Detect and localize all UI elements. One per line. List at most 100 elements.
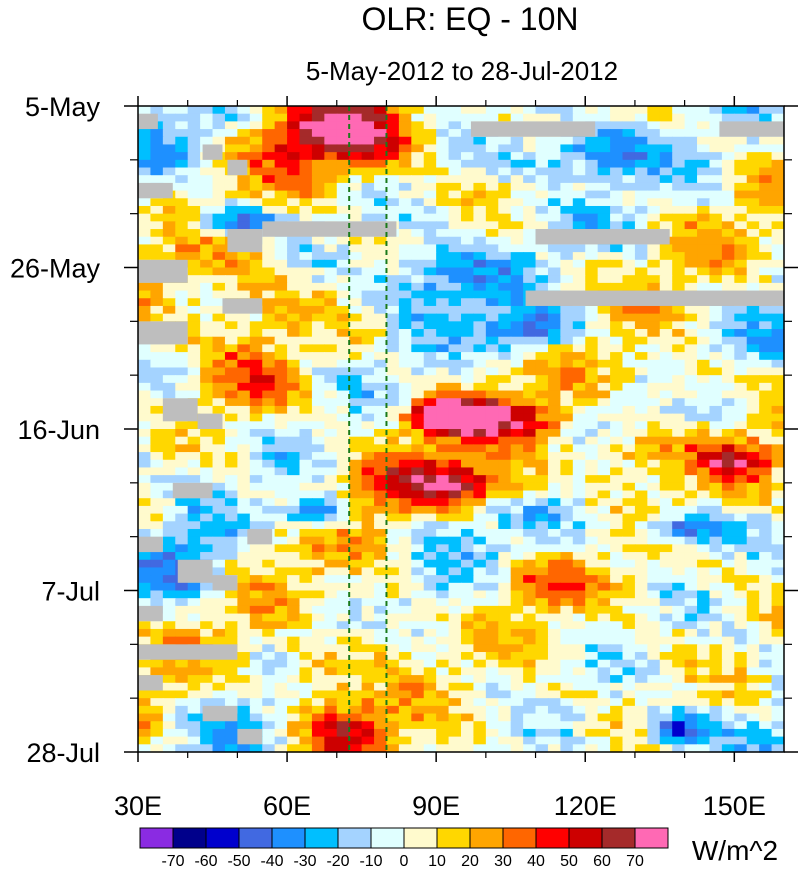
olr-cell [374, 390, 388, 399]
olr-cell [771, 621, 785, 630]
olr-cell [187, 359, 201, 369]
olr-cell [212, 567, 226, 576]
olr-cell [398, 159, 412, 169]
olr-cell [672, 236, 686, 246]
olr-cell [659, 575, 673, 584]
olr-cell [684, 398, 698, 407]
olr-cell [374, 329, 388, 338]
olr-cell [249, 352, 263, 361]
olr-cell [585, 713, 599, 722]
olr-cell [461, 136, 475, 146]
olr-cell [386, 598, 400, 607]
olr-cell [448, 252, 462, 261]
olr-cell [187, 106, 201, 115]
olr-cell [560, 429, 574, 438]
olr-cell [597, 198, 611, 207]
olr-cell [336, 421, 350, 430]
olr-cell [721, 659, 735, 668]
olr-cell [299, 482, 313, 492]
olr-cell [349, 421, 363, 430]
olr-cell [398, 421, 412, 430]
olr-cell [709, 429, 723, 438]
olr-cell [361, 598, 375, 607]
olr-cell [597, 175, 611, 184]
olr-cell [411, 205, 425, 215]
olr-cell [361, 182, 375, 192]
olr-cell [436, 467, 450, 476]
olr-cell [349, 644, 363, 653]
olr-cell [709, 567, 723, 576]
olr-cell [386, 675, 400, 684]
olr-cell [249, 182, 263, 192]
olr-cell [498, 298, 512, 307]
olr-cell [299, 575, 313, 584]
olr-cell [485, 313, 499, 322]
olr-cell [572, 667, 586, 676]
olr-cell [585, 382, 599, 392]
olr-cell [336, 613, 350, 622]
olr-cell [461, 106, 475, 115]
olr-cell [336, 382, 350, 392]
olr-cell [212, 198, 226, 207]
olr-cell [386, 444, 400, 453]
olr-cell [386, 267, 400, 276]
olr-cell [262, 513, 276, 522]
olr-cell [560, 444, 574, 453]
olr-cell [349, 721, 363, 730]
olr-cell [423, 467, 437, 476]
olr-cell [684, 359, 698, 369]
olr-cell [436, 244, 450, 253]
olr-cell [709, 459, 723, 469]
colorbar-level-label: 60 [593, 853, 611, 869]
olr-cell [585, 252, 599, 261]
olr-cell [448, 690, 462, 699]
olr-cell [759, 690, 773, 699]
olr-cell [622, 628, 636, 638]
olr-cell [411, 628, 425, 638]
olr-cell [411, 167, 425, 176]
olr-cell [771, 475, 785, 484]
olr-cell [498, 429, 512, 438]
olr-cell [684, 675, 698, 684]
olr-cell [436, 475, 450, 484]
olr-cell [187, 313, 201, 322]
olr-cell [523, 482, 537, 492]
olr-cell [448, 282, 462, 292]
olr-cell [386, 405, 400, 415]
olr-cell [647, 167, 661, 176]
olr-cell [212, 690, 226, 699]
olr-cell [535, 252, 549, 261]
olr-cell [461, 275, 475, 284]
olr-cell [510, 244, 524, 253]
olr-cell [547, 198, 561, 207]
olr-cell [622, 313, 636, 322]
olr-cell [138, 213, 152, 222]
olr-cell [672, 159, 686, 169]
olr-cell [771, 421, 785, 430]
olr-cell [610, 544, 624, 553]
olr-cell [523, 528, 537, 538]
olr-cell [547, 459, 561, 469]
olr-cell [734, 267, 748, 276]
olr-cell [473, 628, 487, 638]
olr-cell [249, 313, 263, 322]
olr-cell [485, 136, 499, 146]
olr-cell [647, 498, 661, 507]
olr-cell [759, 705, 773, 715]
olr-cell [448, 236, 462, 246]
olr-cell [572, 244, 586, 253]
olr-cell [672, 528, 686, 538]
olr-cell [597, 275, 611, 284]
olr-cell [398, 698, 412, 707]
olr-cell [622, 575, 636, 584]
olr-cell [237, 221, 251, 230]
olr-cell [138, 344, 152, 353]
olr-cell [672, 344, 686, 353]
olr-cell [709, 106, 723, 115]
olr-cell [361, 544, 375, 553]
olr-cell [361, 290, 375, 299]
missing-data-block [202, 705, 238, 722]
olr-cell [224, 275, 238, 284]
olr-cell [162, 705, 176, 715]
olr-cell [746, 698, 760, 707]
